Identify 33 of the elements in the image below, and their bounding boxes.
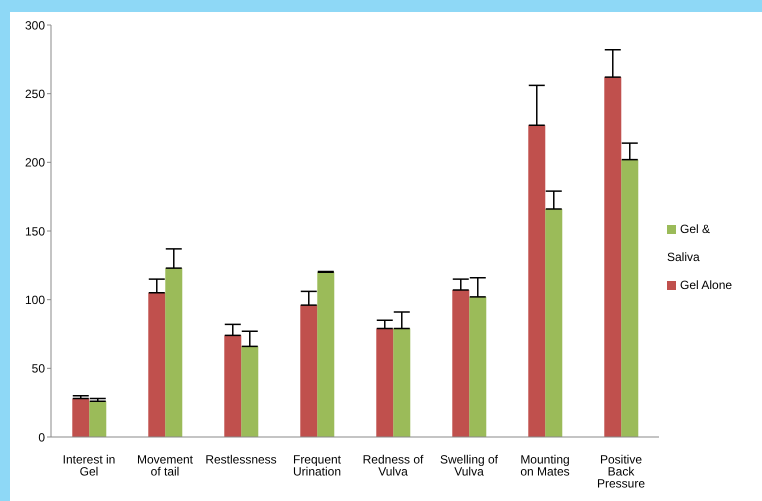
- y-tick-label: 300: [24, 18, 46, 32]
- x-tick-label: Frequent Urination: [292, 452, 342, 479]
- bar: [469, 296, 486, 437]
- bar: [165, 268, 182, 437]
- x-tick-label: Movement of tail: [136, 452, 194, 479]
- legend-label: Gel & Saliva: [667, 222, 710, 264]
- bar: [148, 292, 166, 437]
- bar: [300, 305, 318, 437]
- bar: [621, 160, 638, 437]
- bar: [72, 398, 90, 437]
- bar: [604, 77, 622, 437]
- legend-label: Gel Alone: [680, 278, 732, 292]
- y-tick-label: 150: [24, 224, 46, 238]
- y-tick-label: 200: [24, 156, 46, 170]
- x-tick-label: Interest in Gel: [62, 452, 116, 479]
- y-tick-label: 0: [38, 430, 46, 444]
- y-tick-label: 100: [24, 292, 46, 307]
- bar: [528, 125, 546, 437]
- bar: [89, 401, 106, 437]
- x-tick-label: Restlessness: [205, 452, 277, 467]
- y-tick-label: 50: [32, 362, 46, 376]
- bar: [317, 272, 334, 437]
- bar: [376, 328, 394, 437]
- x-tick-label: Swelling of Vulva: [440, 452, 499, 479]
- bar: [224, 335, 242, 437]
- x-tick-label: Mounting on Mates: [520, 452, 570, 479]
- y-tick-label: 250: [24, 86, 46, 101]
- bar: [545, 209, 562, 437]
- bar: [241, 346, 258, 437]
- x-tick-label: Positive Back Pressure: [596, 452, 646, 491]
- bar: [452, 290, 470, 437]
- bar: [393, 328, 410, 437]
- x-tick-label: Redness of Vulva: [362, 452, 424, 479]
